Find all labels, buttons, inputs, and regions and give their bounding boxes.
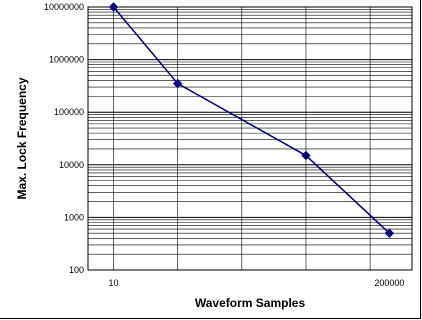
grid [88,7,412,271]
y-tick-label: 1000 [64,212,84,222]
x-tick-label: 200000 [374,278,404,288]
y-tick-label: 1000000 [49,55,84,65]
series-markers [108,2,395,238]
x-tick-label: 10 [109,278,119,288]
y-tick-label: 10000 [59,160,84,170]
y-axis-title: Max. Lock Frequency [15,77,29,199]
y-tick-label: 100 [69,265,84,275]
y-tick-label: 100000 [54,107,84,117]
series-line [112,6,390,234]
x-axis: 10 200000 [109,278,405,288]
x-axis-title: Waveform Samples [195,296,306,310]
y-axis: 100 1000 10000 100000 1000000 10000000 [44,2,84,275]
data-point [108,2,119,12]
data-point [172,78,183,89]
plot-area [87,6,413,271]
data-point [301,150,311,161]
data-point [384,228,395,238]
y-tick-label: 10000000 [44,2,84,12]
